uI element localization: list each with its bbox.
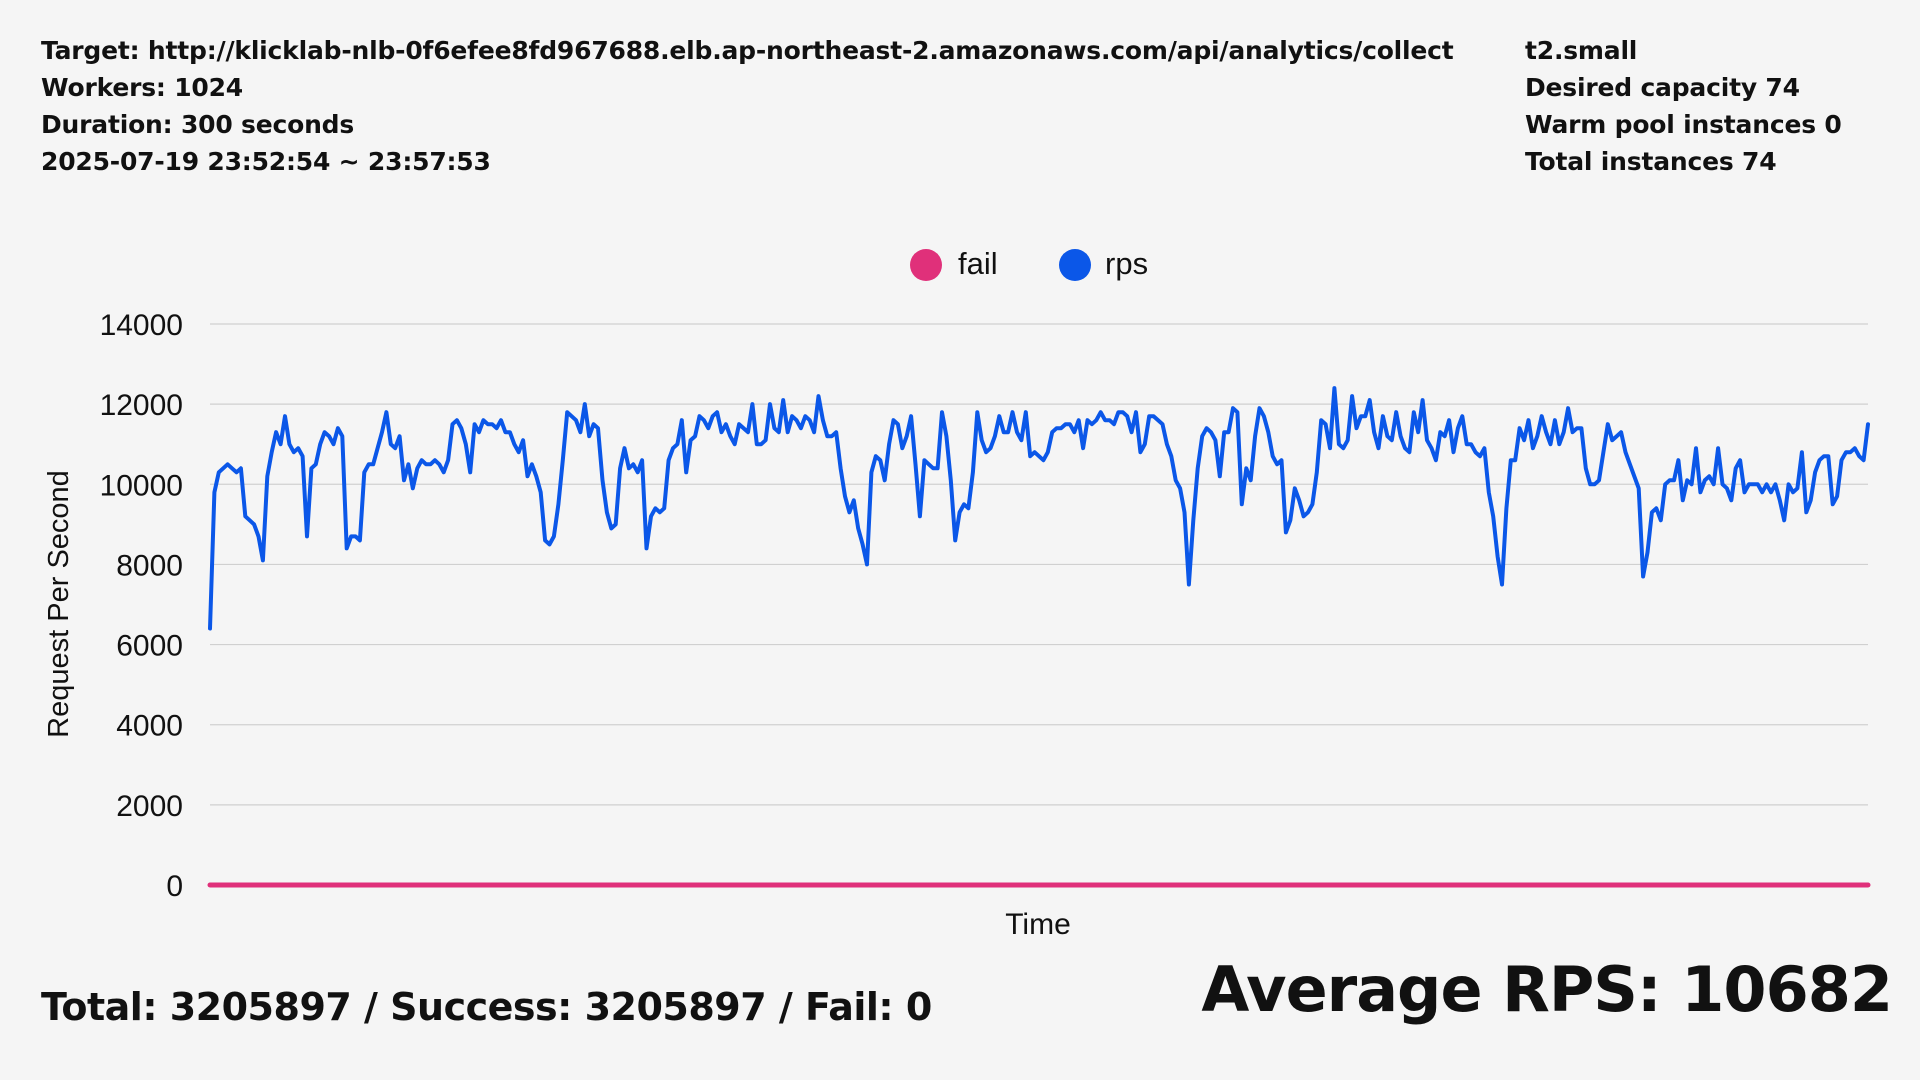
y-tick-label: 2000 xyxy=(116,790,183,823)
series-lines xyxy=(207,386,1871,888)
test-info-left: Target: http://klicklab-nlb-0f6efee8fd96… xyxy=(41,32,1454,180)
duration: Duration: 300 seconds xyxy=(41,110,355,139)
rps-line-chart: fail rps 0 2000 4000 6000 8000 10000 12000 1400… xyxy=(43,246,1871,941)
y-tick-label: 0 xyxy=(166,870,183,903)
test-info-right: t2.small Desired capacity 74 Warm pool i… xyxy=(1525,32,1842,180)
warm-pool-instances: Warm pool instances 0 xyxy=(1525,110,1842,139)
total-instances: Total instances 74 xyxy=(1525,147,1777,176)
totals-summary: Total: 3205897 / Success: 3205897 / Fail… xyxy=(41,985,932,1029)
y-axis-ticks: 0 2000 4000 6000 8000 10000 12000 14000 xyxy=(100,309,183,903)
y-tick-label: 4000 xyxy=(116,710,183,743)
workers-count: Workers: 1024 xyxy=(41,73,243,102)
legend-rps-marker xyxy=(1059,249,1091,281)
gridlines xyxy=(210,323,1868,886)
desired-capacity: Desired capacity 74 xyxy=(1525,73,1800,102)
chart-legend: fail rps xyxy=(910,246,1148,281)
target-url: Target: http://klicklab-nlb-0f6efee8fd96… xyxy=(41,36,1454,65)
y-tick-label: 8000 xyxy=(116,549,183,582)
legend-rps-label: rps xyxy=(1105,246,1148,281)
y-tick-label: 10000 xyxy=(100,469,183,502)
average-rps: Average RPS: 10682 xyxy=(1201,953,1893,1026)
instance-type: t2.small xyxy=(1525,36,1638,65)
y-tick-label: 14000 xyxy=(100,309,183,342)
legend-fail-marker xyxy=(910,249,942,281)
x-axis-label: Time xyxy=(1005,908,1071,941)
legend-fail-label: fail xyxy=(958,246,998,281)
y-axis-label: Request Per Second xyxy=(43,470,75,738)
time-range: 2025-07-19 23:52:54 ~ 23:57:53 xyxy=(41,147,491,176)
y-tick-label: 12000 xyxy=(100,389,183,422)
series-line-rps xyxy=(208,386,1870,631)
y-tick-label: 6000 xyxy=(116,630,183,663)
